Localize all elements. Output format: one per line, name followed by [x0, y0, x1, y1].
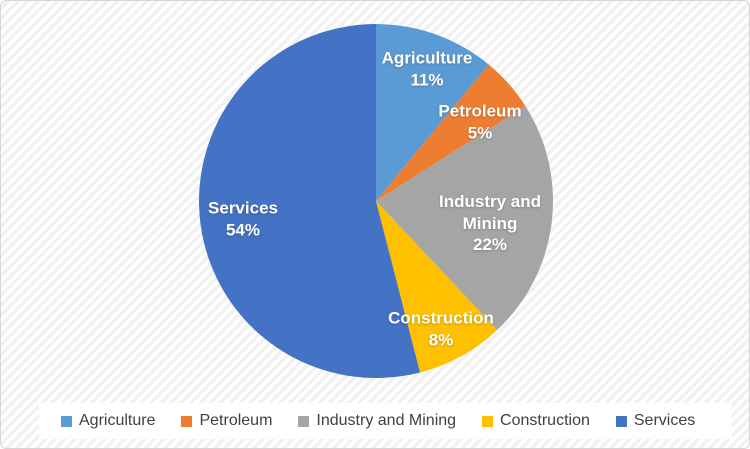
- legend-label: Construction: [500, 412, 590, 429]
- legend-item-construction[interactable]: Construction: [482, 412, 590, 430]
- legend-item-industry-and-mining[interactable]: Industry and Mining: [298, 412, 456, 430]
- legend-swatch-icon: [482, 415, 494, 427]
- legend-item-agriculture[interactable]: Agriculture: [61, 412, 155, 430]
- legend-label: Petroleum: [199, 412, 273, 429]
- pie-slice-construction[interactable]: [376, 201, 498, 373]
- pie-slice-services[interactable]: [199, 24, 421, 378]
- legend-swatch-icon: [61, 415, 72, 427]
- legend-swatch-icon: [181, 415, 193, 427]
- legend-label: Industry and Mining: [316, 412, 457, 429]
- legend-label: Services: [633, 412, 696, 429]
- legend-label: Agriculture: [79, 412, 156, 429]
- legend-swatch-icon: [298, 415, 310, 427]
- pie-slice-agriculture[interactable]: [376, 24, 489, 201]
- pie-slice-industry-and-mining[interactable]: [376, 106, 553, 331]
- legend-item-petroleum[interactable]: Petroleum: [181, 412, 272, 430]
- chart-legend: Agriculture Petroleum Industry and Minin…: [39, 403, 732, 439]
- legend-item-services[interactable]: Services: [615, 412, 696, 430]
- legend-swatch-icon: [615, 415, 627, 427]
- pie-slice-petroleum[interactable]: [376, 64, 526, 201]
